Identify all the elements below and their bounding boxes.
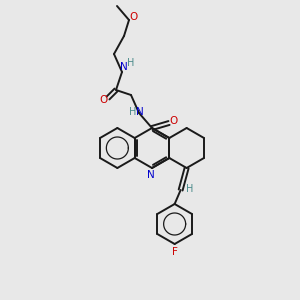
Text: F: F (172, 247, 178, 257)
Text: O: O (130, 12, 138, 22)
Text: H: H (186, 184, 193, 194)
Text: N: N (136, 107, 144, 117)
Text: O: O (170, 116, 178, 126)
Text: N: N (120, 62, 128, 72)
Text: H: H (129, 107, 137, 117)
Text: O: O (99, 95, 107, 105)
Text: H: H (127, 58, 135, 68)
Text: N: N (147, 170, 155, 180)
